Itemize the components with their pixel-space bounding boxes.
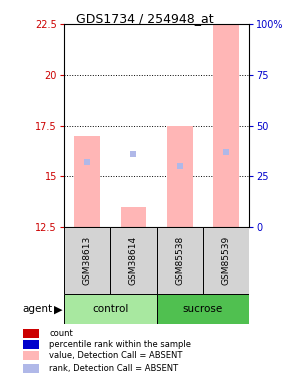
Bar [23,351,39,360]
Bar [23,364,39,374]
Text: GSM38614: GSM38614 [129,236,138,285]
Text: value, Detection Call = ABSENT: value, Detection Call = ABSENT [49,351,183,360]
Bar [110,227,157,294]
Bar [64,294,157,324]
Bar [203,227,249,294]
Text: ▶: ▶ [54,304,62,314]
Text: count: count [49,329,73,338]
Bar [23,329,39,338]
Text: sucrose: sucrose [183,304,223,314]
Bar [213,24,239,227]
Text: agent: agent [22,304,52,314]
Bar [167,126,193,227]
Bar [74,136,100,227]
Text: GSM85538: GSM85538 [175,236,184,285]
Bar [157,227,203,294]
Bar [121,207,146,227]
Text: GDS1734 / 254948_at: GDS1734 / 254948_at [76,12,214,25]
Bar [23,340,39,349]
Bar [64,227,110,294]
Text: rank, Detection Call = ABSENT: rank, Detection Call = ABSENT [49,364,178,374]
Text: GSM38613: GSM38613 [82,236,92,285]
Text: GSM85539: GSM85539 [222,236,231,285]
Text: percentile rank within the sample: percentile rank within the sample [49,340,191,349]
Bar [157,294,249,324]
Text: control: control [92,304,128,314]
